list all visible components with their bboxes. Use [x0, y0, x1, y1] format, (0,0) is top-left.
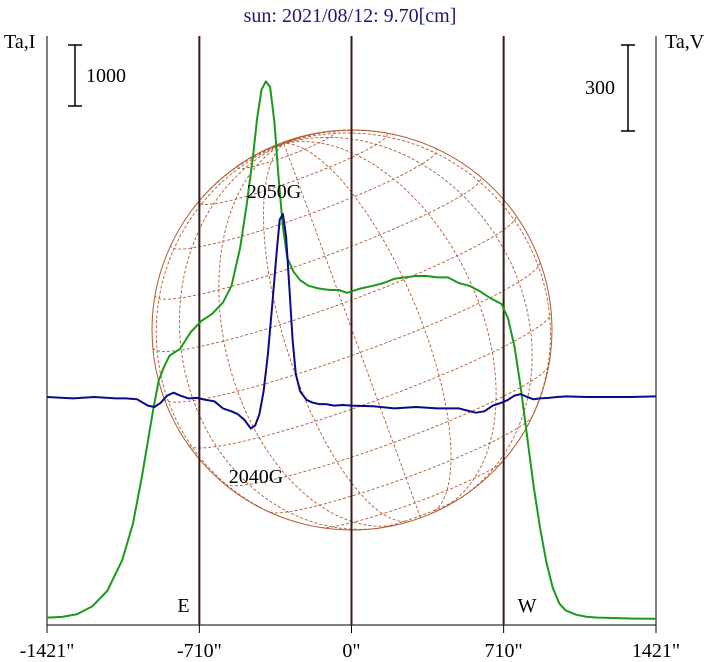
x-tick-label: -1421"	[20, 640, 75, 662]
left-scale-bar	[68, 45, 82, 106]
right-scale-bar	[621, 45, 635, 131]
annotation-2050g: 2050G	[247, 181, 301, 203]
limb-label-e: E	[177, 595, 189, 617]
chart-title: sun: 2021/08/12: 9.70[cm]	[244, 5, 457, 27]
sun-parallel-line	[171, 148, 437, 249]
left-axis-label: Ta,I	[4, 31, 35, 53]
sun-meridian-line	[284, 144, 451, 514]
chart-canvas: sun: 2021/08/12: 9.70[cm] Ta,I Ta,V 1000…	[0, 0, 708, 662]
annotation-2040g: 2040G	[229, 466, 283, 488]
x-tick-label: 710"	[485, 640, 523, 662]
right-scale-label: 300	[585, 77, 615, 99]
left-scale-label: 1000	[86, 65, 126, 87]
sun-parallel-line	[321, 461, 503, 527]
right-axis-label: Ta,V	[665, 31, 705, 53]
limb-label-w: W	[518, 595, 537, 617]
x-tick-label: 1421"	[632, 640, 680, 662]
x-tick-label: -710"	[177, 640, 222, 662]
x-tick-label: 0"	[342, 640, 360, 662]
x-ticks: -1421" -710" 0" 710" 1421"	[20, 625, 681, 662]
